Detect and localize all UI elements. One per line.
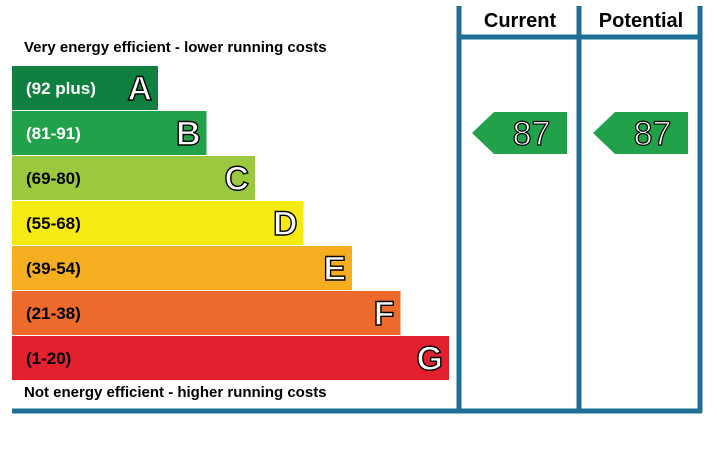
- band-e-range: (39-54): [26, 259, 81, 278]
- band-c-letter: C: [224, 160, 249, 198]
- band-a-letter: A: [127, 70, 152, 108]
- current-column-header: Current: [484, 10, 557, 32]
- band-b-range: (81-91): [26, 124, 81, 143]
- potential-column-header: Potential: [599, 10, 683, 32]
- band-e-letter: E: [323, 250, 346, 288]
- band-d-bar: [12, 201, 304, 245]
- band-a-range: (92 plus): [26, 79, 96, 98]
- band-g-range: (1-20): [26, 349, 71, 368]
- band-c-range: (69-80): [26, 169, 81, 188]
- potential-arrow: [593, 112, 688, 154]
- potential-score: 87: [634, 115, 672, 153]
- band-g-letter: G: [417, 340, 443, 378]
- top-caption: Very energy efficient - lower running co…: [24, 39, 327, 56]
- band-b-bar: [12, 111, 207, 155]
- band-f-bar: [12, 291, 401, 335]
- rating-arrows: 87 87: [472, 112, 688, 154]
- band-f-letter: F: [374, 295, 395, 333]
- rating-bands: (92 plus) A (81-91) B (69-80) C (55-68) D (39-54…: [12, 66, 449, 380]
- band-a-bar: [12, 66, 158, 110]
- band-c-bar: [12, 156, 255, 200]
- current-arrow: [472, 112, 567, 154]
- chart-frame: [12, 6, 703, 414]
- current-score: 87: [513, 115, 551, 153]
- band-g-bar: [12, 336, 449, 380]
- band-d-letter: D: [273, 205, 298, 243]
- band-e-bar: [12, 246, 352, 290]
- bottom-caption: Not energy efficient - higher running co…: [24, 384, 327, 401]
- band-d-range: (55-68): [26, 214, 81, 233]
- band-b-letter: B: [176, 115, 201, 153]
- band-f-range: (21-38): [26, 304, 81, 323]
